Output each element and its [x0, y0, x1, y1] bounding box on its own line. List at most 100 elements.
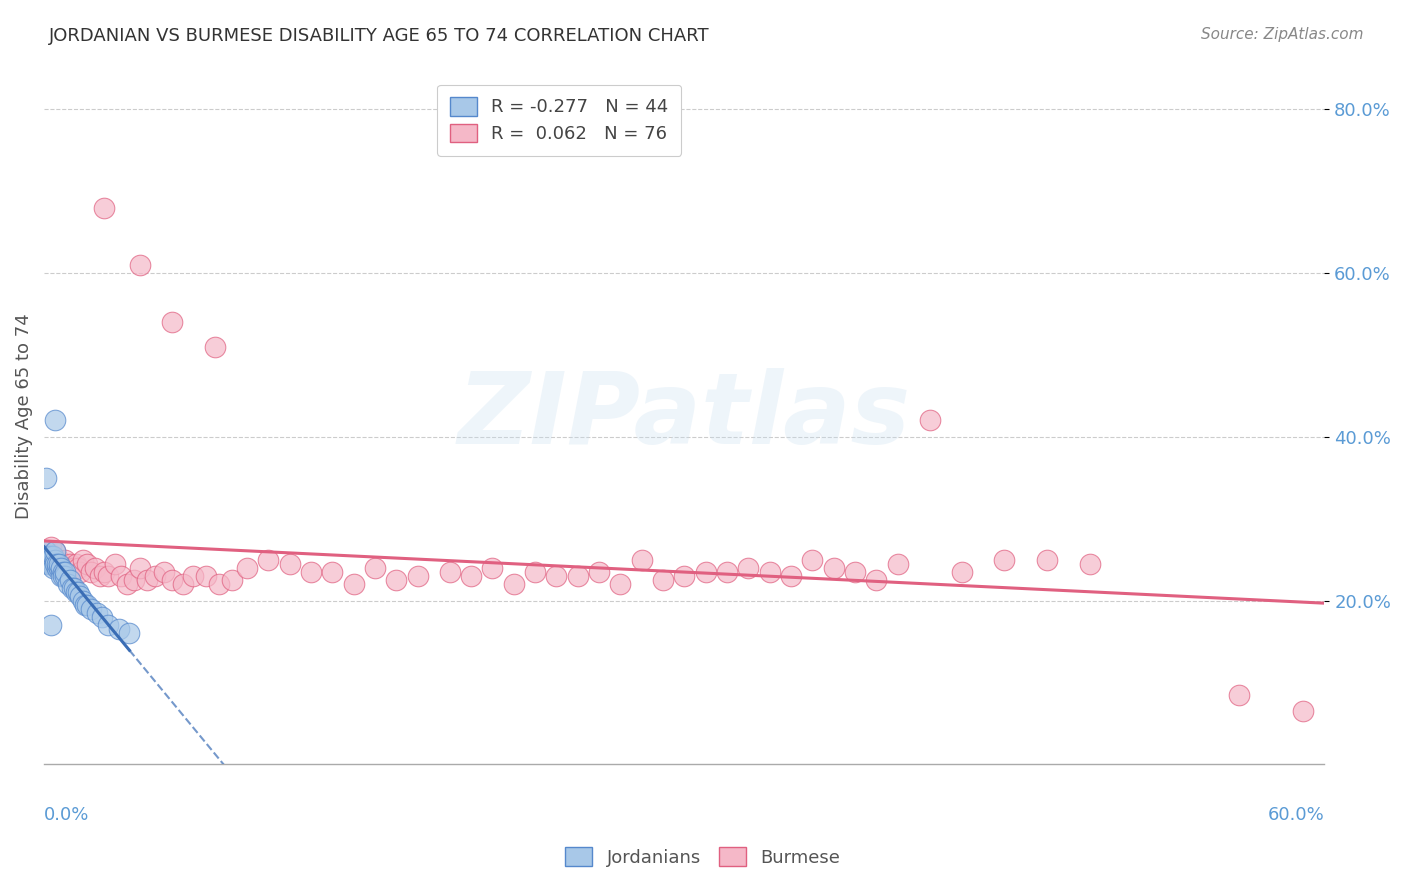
Point [1078, 557, 1101, 571]
Point [342, 577, 364, 591]
Point [129, 258, 152, 272]
Point [481, 561, 503, 575]
Point [160, 573, 183, 587]
Point [56, 561, 79, 575]
Point [695, 565, 717, 579]
Point [37, 552, 59, 566]
Point [993, 552, 1015, 566]
Point [118, 626, 141, 640]
Point [45, 552, 67, 566]
Point [80, 601, 103, 615]
Point [609, 577, 631, 591]
Point [41, 549, 63, 563]
Point [44, 544, 66, 558]
Point [439, 565, 461, 579]
Point [546, 569, 568, 583]
Point [1036, 552, 1059, 566]
Point [152, 565, 174, 579]
Point [39, 552, 62, 566]
Point [48, 552, 70, 566]
Point [651, 573, 673, 587]
Point [45, 557, 67, 571]
Point [35, 471, 58, 485]
Point [844, 565, 866, 579]
Point [122, 573, 145, 587]
Point [35, 544, 58, 558]
Point [41, 549, 63, 563]
Point [737, 561, 759, 575]
Point [183, 569, 205, 583]
Point [63, 582, 86, 596]
Point [865, 573, 887, 587]
Point [204, 340, 226, 354]
Point [886, 557, 908, 571]
Point [135, 573, 157, 587]
Point [567, 569, 589, 583]
Point [86, 606, 108, 620]
Point [823, 561, 845, 575]
Point [90, 610, 112, 624]
Point [37, 557, 59, 571]
Point [364, 561, 387, 575]
Point [523, 565, 546, 579]
Point [76, 557, 98, 571]
Point [80, 565, 103, 579]
Point [630, 552, 652, 566]
Point [51, 557, 73, 571]
Point [44, 413, 66, 427]
Point [44, 544, 66, 558]
Point [51, 569, 73, 583]
Point [55, 565, 77, 579]
Y-axis label: Disability Age 65 to 74: Disability Age 65 to 74 [15, 313, 32, 519]
Legend: R = -0.277   N = 44, R =  0.062   N = 76: R = -0.277 N = 44, R = 0.062 N = 76 [437, 85, 682, 156]
Point [208, 577, 231, 591]
Point [56, 577, 79, 591]
Point [67, 561, 90, 575]
Point [41, 557, 63, 571]
Point [37, 544, 59, 558]
Point [39, 557, 62, 571]
Point [385, 573, 408, 587]
Point [84, 561, 107, 575]
Point [129, 561, 152, 575]
Point [950, 565, 973, 579]
Point [41, 561, 63, 575]
Text: Source: ZipAtlas.com: Source: ZipAtlas.com [1201, 27, 1364, 42]
Point [48, 557, 70, 571]
Text: JORDANIAN VS BURMESE DISABILITY AGE 65 TO 74 CORRELATION CHART: JORDANIAN VS BURMESE DISABILITY AGE 65 T… [49, 27, 710, 45]
Point [60, 582, 83, 596]
Text: 60.0%: 60.0% [1268, 806, 1324, 824]
Text: 0.0%: 0.0% [44, 806, 90, 824]
Point [918, 413, 941, 427]
Point [89, 569, 111, 583]
Point [278, 557, 301, 571]
Point [716, 565, 738, 579]
Point [44, 557, 66, 571]
Point [780, 569, 803, 583]
Point [406, 569, 429, 583]
Point [73, 598, 96, 612]
Point [59, 573, 82, 587]
Point [160, 315, 183, 329]
Point [257, 552, 280, 566]
Point [39, 541, 62, 555]
Point [1292, 704, 1315, 718]
Point [39, 549, 62, 563]
Point [221, 573, 243, 587]
Point [48, 561, 70, 575]
Point [97, 618, 120, 632]
Point [65, 585, 87, 599]
Point [44, 552, 66, 566]
Point [63, 561, 86, 575]
Point [39, 618, 62, 632]
Point [110, 569, 132, 583]
Point [35, 544, 58, 558]
Point [69, 565, 91, 579]
Point [97, 569, 120, 583]
Point [195, 569, 218, 583]
Point [321, 565, 343, 579]
Point [72, 593, 94, 607]
Point [460, 569, 482, 583]
Point [143, 569, 166, 583]
Point [52, 569, 75, 583]
